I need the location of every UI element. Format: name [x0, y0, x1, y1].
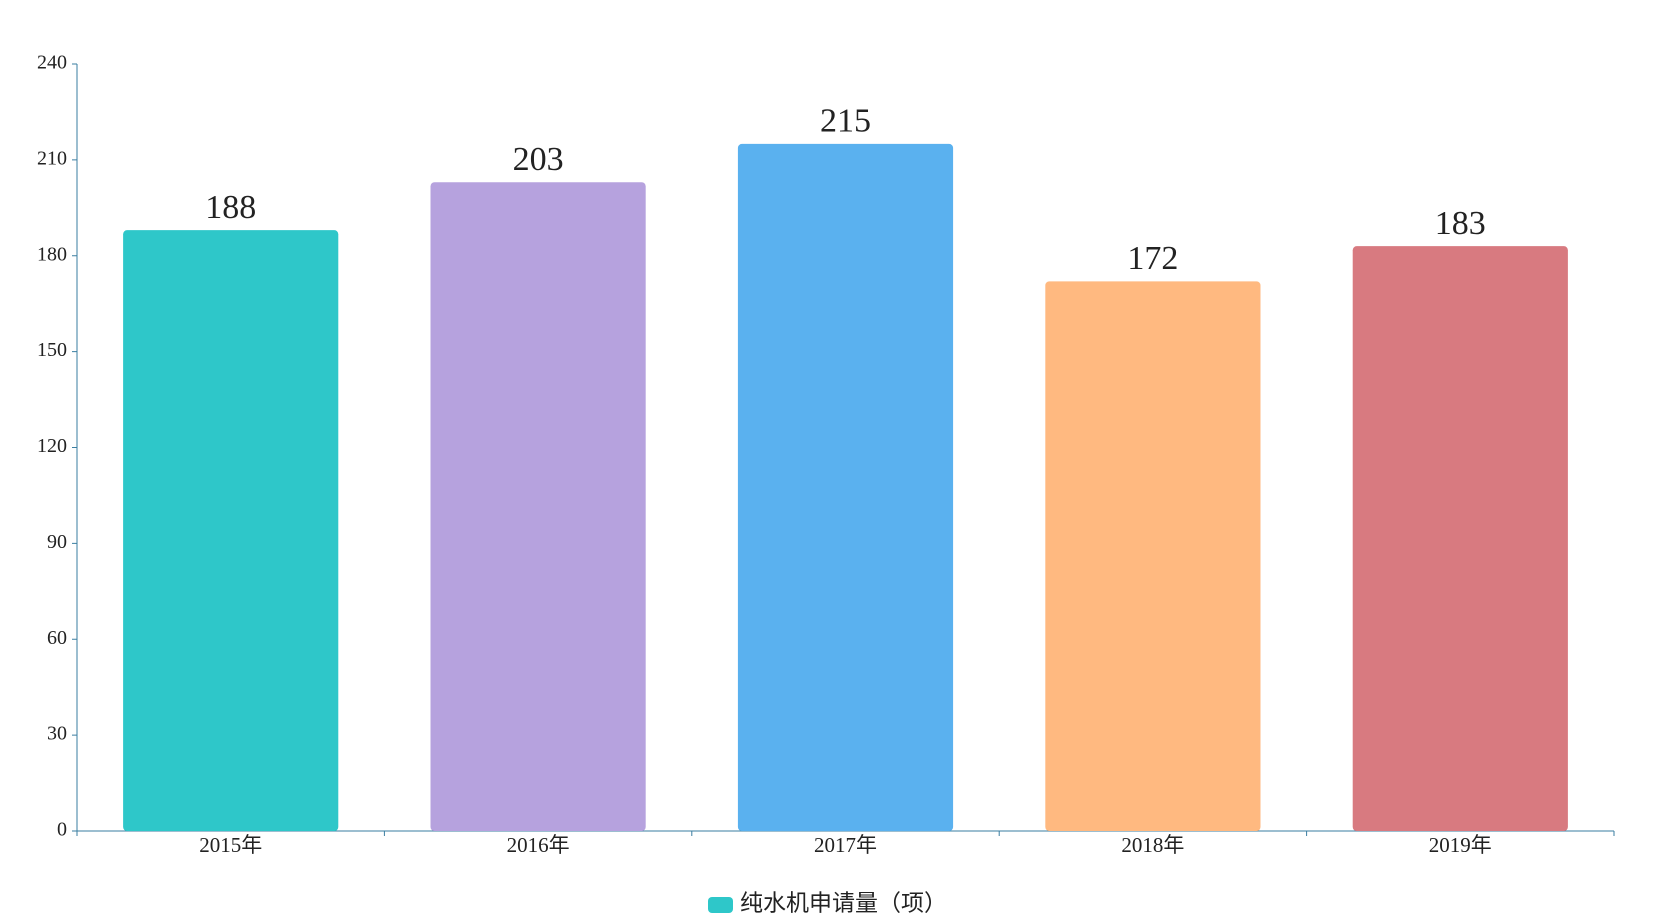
value-label: 188 — [205, 189, 256, 226]
bar — [123, 230, 339, 831]
value-label: 183 — [1435, 205, 1486, 242]
y-tick-label: 180 — [37, 243, 67, 265]
x-tick-label: 2019年 — [1429, 833, 1492, 857]
y-tick-label: 240 — [37, 52, 67, 74]
bar — [430, 182, 646, 831]
value-label: 172 — [1127, 240, 1178, 277]
y-tick-label: 150 — [37, 339, 67, 361]
value-label: 203 — [513, 141, 564, 178]
legend-swatch — [708, 897, 733, 913]
x-tick-label: 2018年 — [1121, 833, 1184, 857]
x-tick-label: 2015年 — [199, 833, 262, 857]
bar — [1045, 281, 1261, 832]
y-tick-label: 120 — [37, 435, 67, 457]
y-tick-label: 210 — [37, 147, 67, 169]
value-label: 215 — [820, 103, 871, 140]
legend-label: 纯水机申请量（项） — [740, 890, 947, 915]
y-tick-label: 90 — [47, 531, 67, 553]
bar — [737, 143, 954, 832]
x-tick-label: 2016年 — [507, 833, 570, 857]
bar — [1352, 246, 1568, 832]
x-tick-label: 2017年 — [814, 833, 877, 857]
y-tick-label: 60 — [47, 627, 67, 649]
y-tick-label: 30 — [47, 723, 67, 745]
y-tick-label: 0 — [57, 819, 67, 841]
